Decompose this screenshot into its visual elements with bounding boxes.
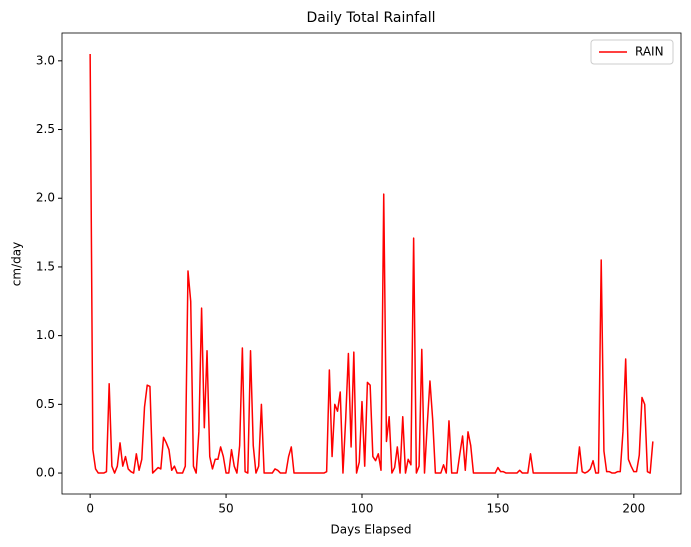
- y-axis-label: cm/day: [10, 242, 24, 286]
- y-tick-label: 1.0: [36, 328, 55, 342]
- x-tick-label: 100: [351, 502, 374, 516]
- y-tick-label: 1.5: [36, 259, 55, 273]
- legend-label: RAIN: [635, 45, 664, 59]
- y-tick-label: 0.5: [36, 397, 55, 411]
- y-tick-label: 0.0: [36, 466, 55, 480]
- x-tick-label: 50: [218, 502, 233, 516]
- x-tick-label: 200: [622, 502, 645, 516]
- chart-title: Daily Total Rainfall: [306, 10, 435, 26]
- x-tick-label: 150: [486, 502, 509, 516]
- y-tick-label: 2.0: [36, 191, 55, 205]
- y-tick-label: 3.0: [36, 53, 55, 67]
- x-tick-label: 0: [86, 502, 94, 516]
- axes-frame: [61, 32, 682, 495]
- legend-box: [590, 39, 674, 65]
- data-line: [89, 53, 654, 474]
- x-axis-label: Days Elapsed: [331, 523, 412, 537]
- y-tick-label: 2.5: [36, 122, 55, 136]
